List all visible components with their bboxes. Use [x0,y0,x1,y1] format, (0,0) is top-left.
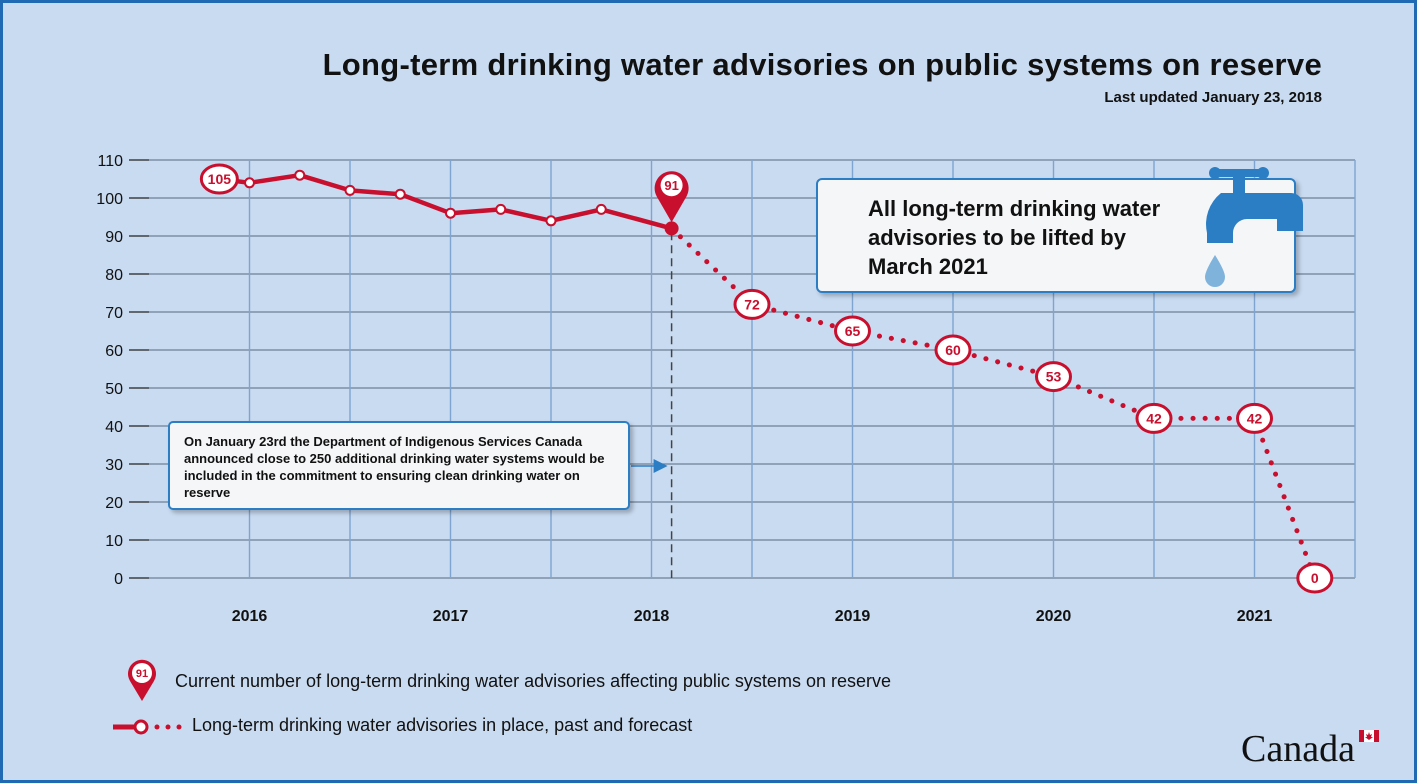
x-tick-label: 2019 [835,608,871,625]
legend-current: Current number of long-term drinking wat… [175,671,891,691]
data-label: 0 [1311,570,1319,586]
data-point [595,203,607,215]
data-label-badge [1135,402,1173,434]
y-tick-label: 70 [105,305,123,322]
y-tick-label: 100 [96,191,123,208]
current-value-label: 91 [664,178,678,193]
canada-wordmark: Canada [1241,728,1355,770]
data-point [545,215,557,227]
canada-flag-icon [1359,730,1379,742]
data-label: 42 [1146,410,1162,426]
data-label-badge [733,288,771,320]
data-point [445,207,456,219]
line-chart: 0 10 20 30 40 50 60 70 80 90 100 110 2016 2017 2018 201… [96,153,1356,625]
data-label-badge [1296,562,1334,594]
current-value-pin-inner [660,174,683,197]
data-label: 42 [1247,410,1263,426]
y-tick-label: 30 [105,457,123,474]
y-tick-label: 0 [114,571,123,588]
data-label-badge [199,163,239,195]
data-point [294,169,306,181]
annotation-arrow-head [653,459,668,473]
legend-series: Long-term drinking water advisories in p… [192,715,693,735]
data-label-badge [1035,361,1072,393]
data-label-badge [834,315,871,347]
x-tick-label: 2017 [433,608,469,625]
data-label: 65 [845,323,861,339]
data-label: 105 [208,171,232,187]
y-tick-label: 50 [105,381,123,398]
data-point [495,203,507,215]
annotation-note: On January 23rd the Department of Indige… [168,421,630,510]
data-point [244,177,255,189]
y-tick-label: 90 [105,229,123,246]
series-line-past [219,172,673,231]
data-label-badge [934,334,972,366]
y-tick-label: 40 [105,419,123,436]
x-tick-label: 2020 [1036,608,1072,625]
faucet-icon [1205,167,1303,287]
y-tick-label: 60 [105,343,123,360]
y-tick-label: 80 [105,267,123,284]
target-callout-text: All long-term drinking water advisories … [868,196,1161,279]
chart-title: Long-term drinking water advisories on p… [322,47,1322,82]
current-marker-legend-value: 91 [136,668,148,680]
y-tick-label: 110 [97,153,123,170]
data-label: 72 [744,296,760,312]
data-label-badge [1236,402,1273,434]
current-marker-legend-icon: 91 [128,659,156,701]
data-point [344,184,356,196]
data-label: 60 [945,342,961,358]
series-legend-icon [113,719,182,735]
data-point [394,188,406,200]
x-tick-label: 2021 [1237,608,1273,625]
y-tick-label: 10 [105,533,123,550]
data-label: 53 [1046,369,1062,385]
x-tick-label: 2016 [232,608,268,625]
y-tick-label: 20 [105,495,123,512]
x-tick-label: 2018 [634,608,670,625]
chart-subtitle: Last updated January 23, 2018 [1104,89,1322,106]
data-point-current [664,221,679,236]
